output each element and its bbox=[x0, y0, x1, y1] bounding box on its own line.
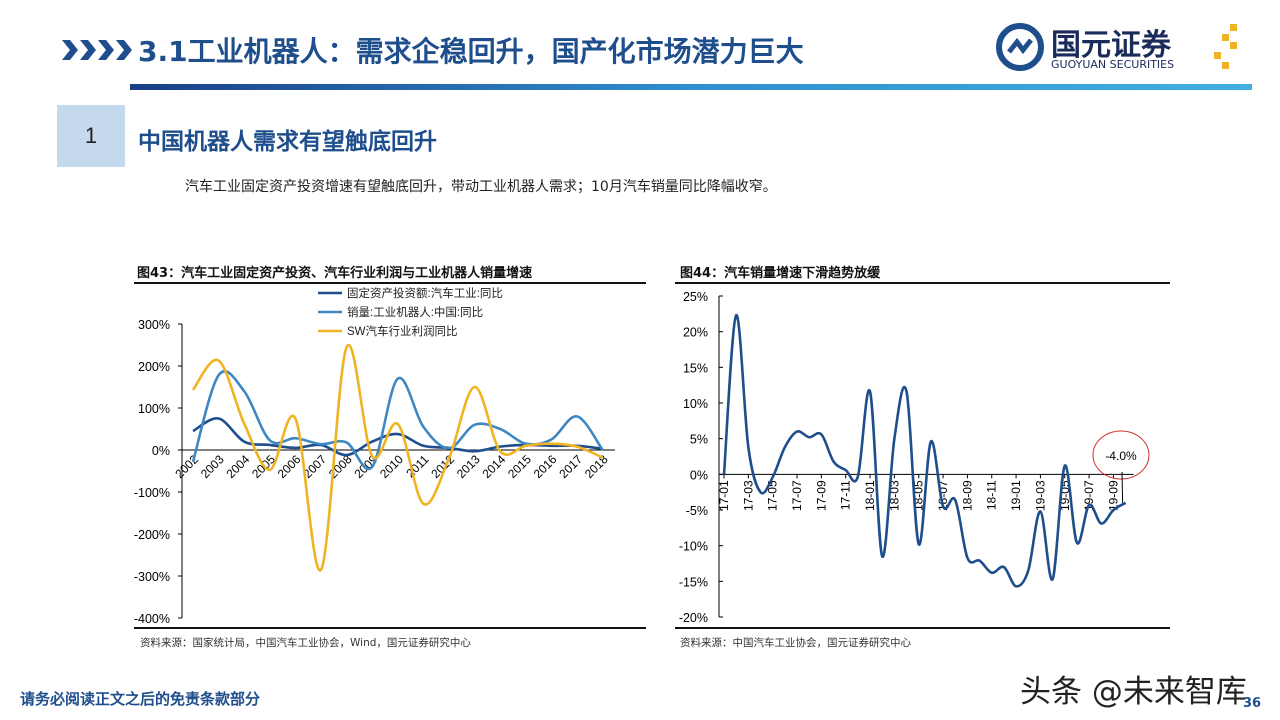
chart2-top-rule bbox=[675, 282, 1170, 284]
y-tick-label: 20% bbox=[683, 326, 708, 340]
x-tick-label: 17-09 bbox=[814, 480, 828, 511]
x-tick-label: 19-01 bbox=[1009, 480, 1023, 511]
x-tick-label: 2002 bbox=[172, 452, 201, 481]
annotation-leader bbox=[1121, 471, 1124, 503]
logo-en: GUOYUAN SECURITIES bbox=[1051, 58, 1175, 71]
chart1-source: 资料来源：国家统计局，中国汽车工业协会，Wind，国元证券研究中心 bbox=[140, 637, 471, 649]
chart2-title: 图44：汽车销量增速下滑趋势放缓 bbox=[680, 266, 881, 281]
logo-mark-icon bbox=[996, 23, 1044, 71]
logo-squares-icon bbox=[1214, 24, 1237, 69]
series-line-2 bbox=[191, 343, 604, 572]
chart2: 25% 20% 15% 10% 5% 0% -5% -10% -15% -20% 17-01 17-0… bbox=[679, 290, 1150, 625]
x-tick-label: 19-09 bbox=[1106, 480, 1120, 511]
y-tick-label: 15% bbox=[683, 361, 708, 375]
x-tick-label: 2016 bbox=[531, 452, 560, 481]
page-number: 36 bbox=[1243, 696, 1262, 711]
x-tick-label: 17-07 bbox=[790, 480, 804, 511]
annotation-circle bbox=[1092, 430, 1150, 480]
x-tick-label: 17-03 bbox=[741, 480, 755, 511]
x-tick-label: 18-01 bbox=[863, 480, 877, 511]
y-tick-label: 0% bbox=[152, 444, 170, 458]
chart2-source: 资料来源：中国汽车工业协会，国元证券研究中心 bbox=[680, 637, 911, 649]
section-title: 中国机器人需求有望触底回升 bbox=[138, 129, 437, 155]
y-tick-label: -100% bbox=[134, 486, 170, 500]
chart1: 300%200%100%0%-100%-200%-300%-400%200220… bbox=[134, 286, 615, 626]
disclaimer: 请务必阅读正文之后的免责条款部分 bbox=[20, 690, 261, 708]
header-divider bbox=[130, 84, 1252, 90]
y-tick-label: 25% bbox=[683, 290, 708, 304]
x-tick-label: 2010 bbox=[377, 452, 406, 481]
y-tick-label: -300% bbox=[134, 570, 170, 584]
y-tick-label: -10% bbox=[679, 540, 708, 554]
x-tick-label: 2018 bbox=[582, 452, 611, 481]
y-tick-label: -15% bbox=[679, 575, 708, 589]
logo-cn: 国元证券 bbox=[1051, 28, 1171, 63]
y-tick-label: -400% bbox=[134, 612, 170, 626]
x-tick-label: 17-05 bbox=[766, 480, 780, 511]
x-tick-label: 18-11 bbox=[985, 480, 999, 510]
chart1-bottom-rule bbox=[134, 627, 646, 629]
section-number: 1 bbox=[57, 105, 125, 167]
y-tick-label: 10% bbox=[683, 397, 708, 411]
x-tick-label: 2006 bbox=[275, 452, 304, 481]
chart2-bottom-rule bbox=[675, 627, 1170, 629]
x-tick-label: 2003 bbox=[198, 452, 227, 481]
chart1-top-rule bbox=[134, 282, 646, 284]
annotation-label: -4.0% bbox=[1105, 449, 1137, 463]
x-tick-label: 2013 bbox=[454, 452, 483, 481]
series-line bbox=[722, 313, 1127, 588]
chevrons-icon bbox=[62, 40, 132, 60]
x-tick-label: 19-03 bbox=[1033, 480, 1047, 511]
legend-label: 销量:工业机器人:中国:同比 bbox=[347, 305, 483, 319]
x-tick-label: 19-07 bbox=[1082, 480, 1096, 511]
chart1-title: 图43：汽车工业固定资产投资、汽车行业利润与工业机器人销量增速 bbox=[137, 266, 533, 281]
legend-label: SW汽车行业利润同比 bbox=[347, 324, 458, 338]
intro-text: 汽车工业固定资产投资增速有望触底回升，带动工业机器人需求；10月汽车销量同比降幅… bbox=[185, 179, 777, 195]
x-tick-label: 2008 bbox=[326, 452, 355, 481]
y-tick-label: 100% bbox=[138, 402, 170, 416]
page-title: 3.1工业机器人：需求企稳回升，国产化市场潜力巨大 bbox=[138, 35, 804, 68]
legend-label: 固定资产投资额:汽车工业:同比 bbox=[347, 286, 503, 300]
y-tick-label: 300% bbox=[138, 318, 170, 332]
x-tick-label: 17-11 bbox=[839, 480, 853, 510]
x-tick-label: 2015 bbox=[505, 452, 534, 481]
x-tick-label: 2017 bbox=[556, 452, 585, 481]
y-tick-label: -5% bbox=[686, 504, 708, 518]
y-tick-label: 200% bbox=[138, 360, 170, 374]
logo: 国元证券 GUOYUAN SECURITIES bbox=[995, 18, 1255, 78]
x-tick-label: 17-01 bbox=[717, 480, 731, 511]
x-tick-label: 2004 bbox=[224, 452, 253, 481]
y-tick-label: 5% bbox=[690, 433, 708, 447]
watermark: 头条 @未来智库 bbox=[1020, 674, 1247, 710]
x-tick-label: 18-09 bbox=[960, 480, 974, 511]
y-tick-label: -20% bbox=[679, 611, 708, 625]
y-tick-label: -200% bbox=[134, 528, 170, 542]
y-tick-label: 0% bbox=[690, 468, 708, 482]
x-tick-label: 2014 bbox=[480, 452, 509, 481]
